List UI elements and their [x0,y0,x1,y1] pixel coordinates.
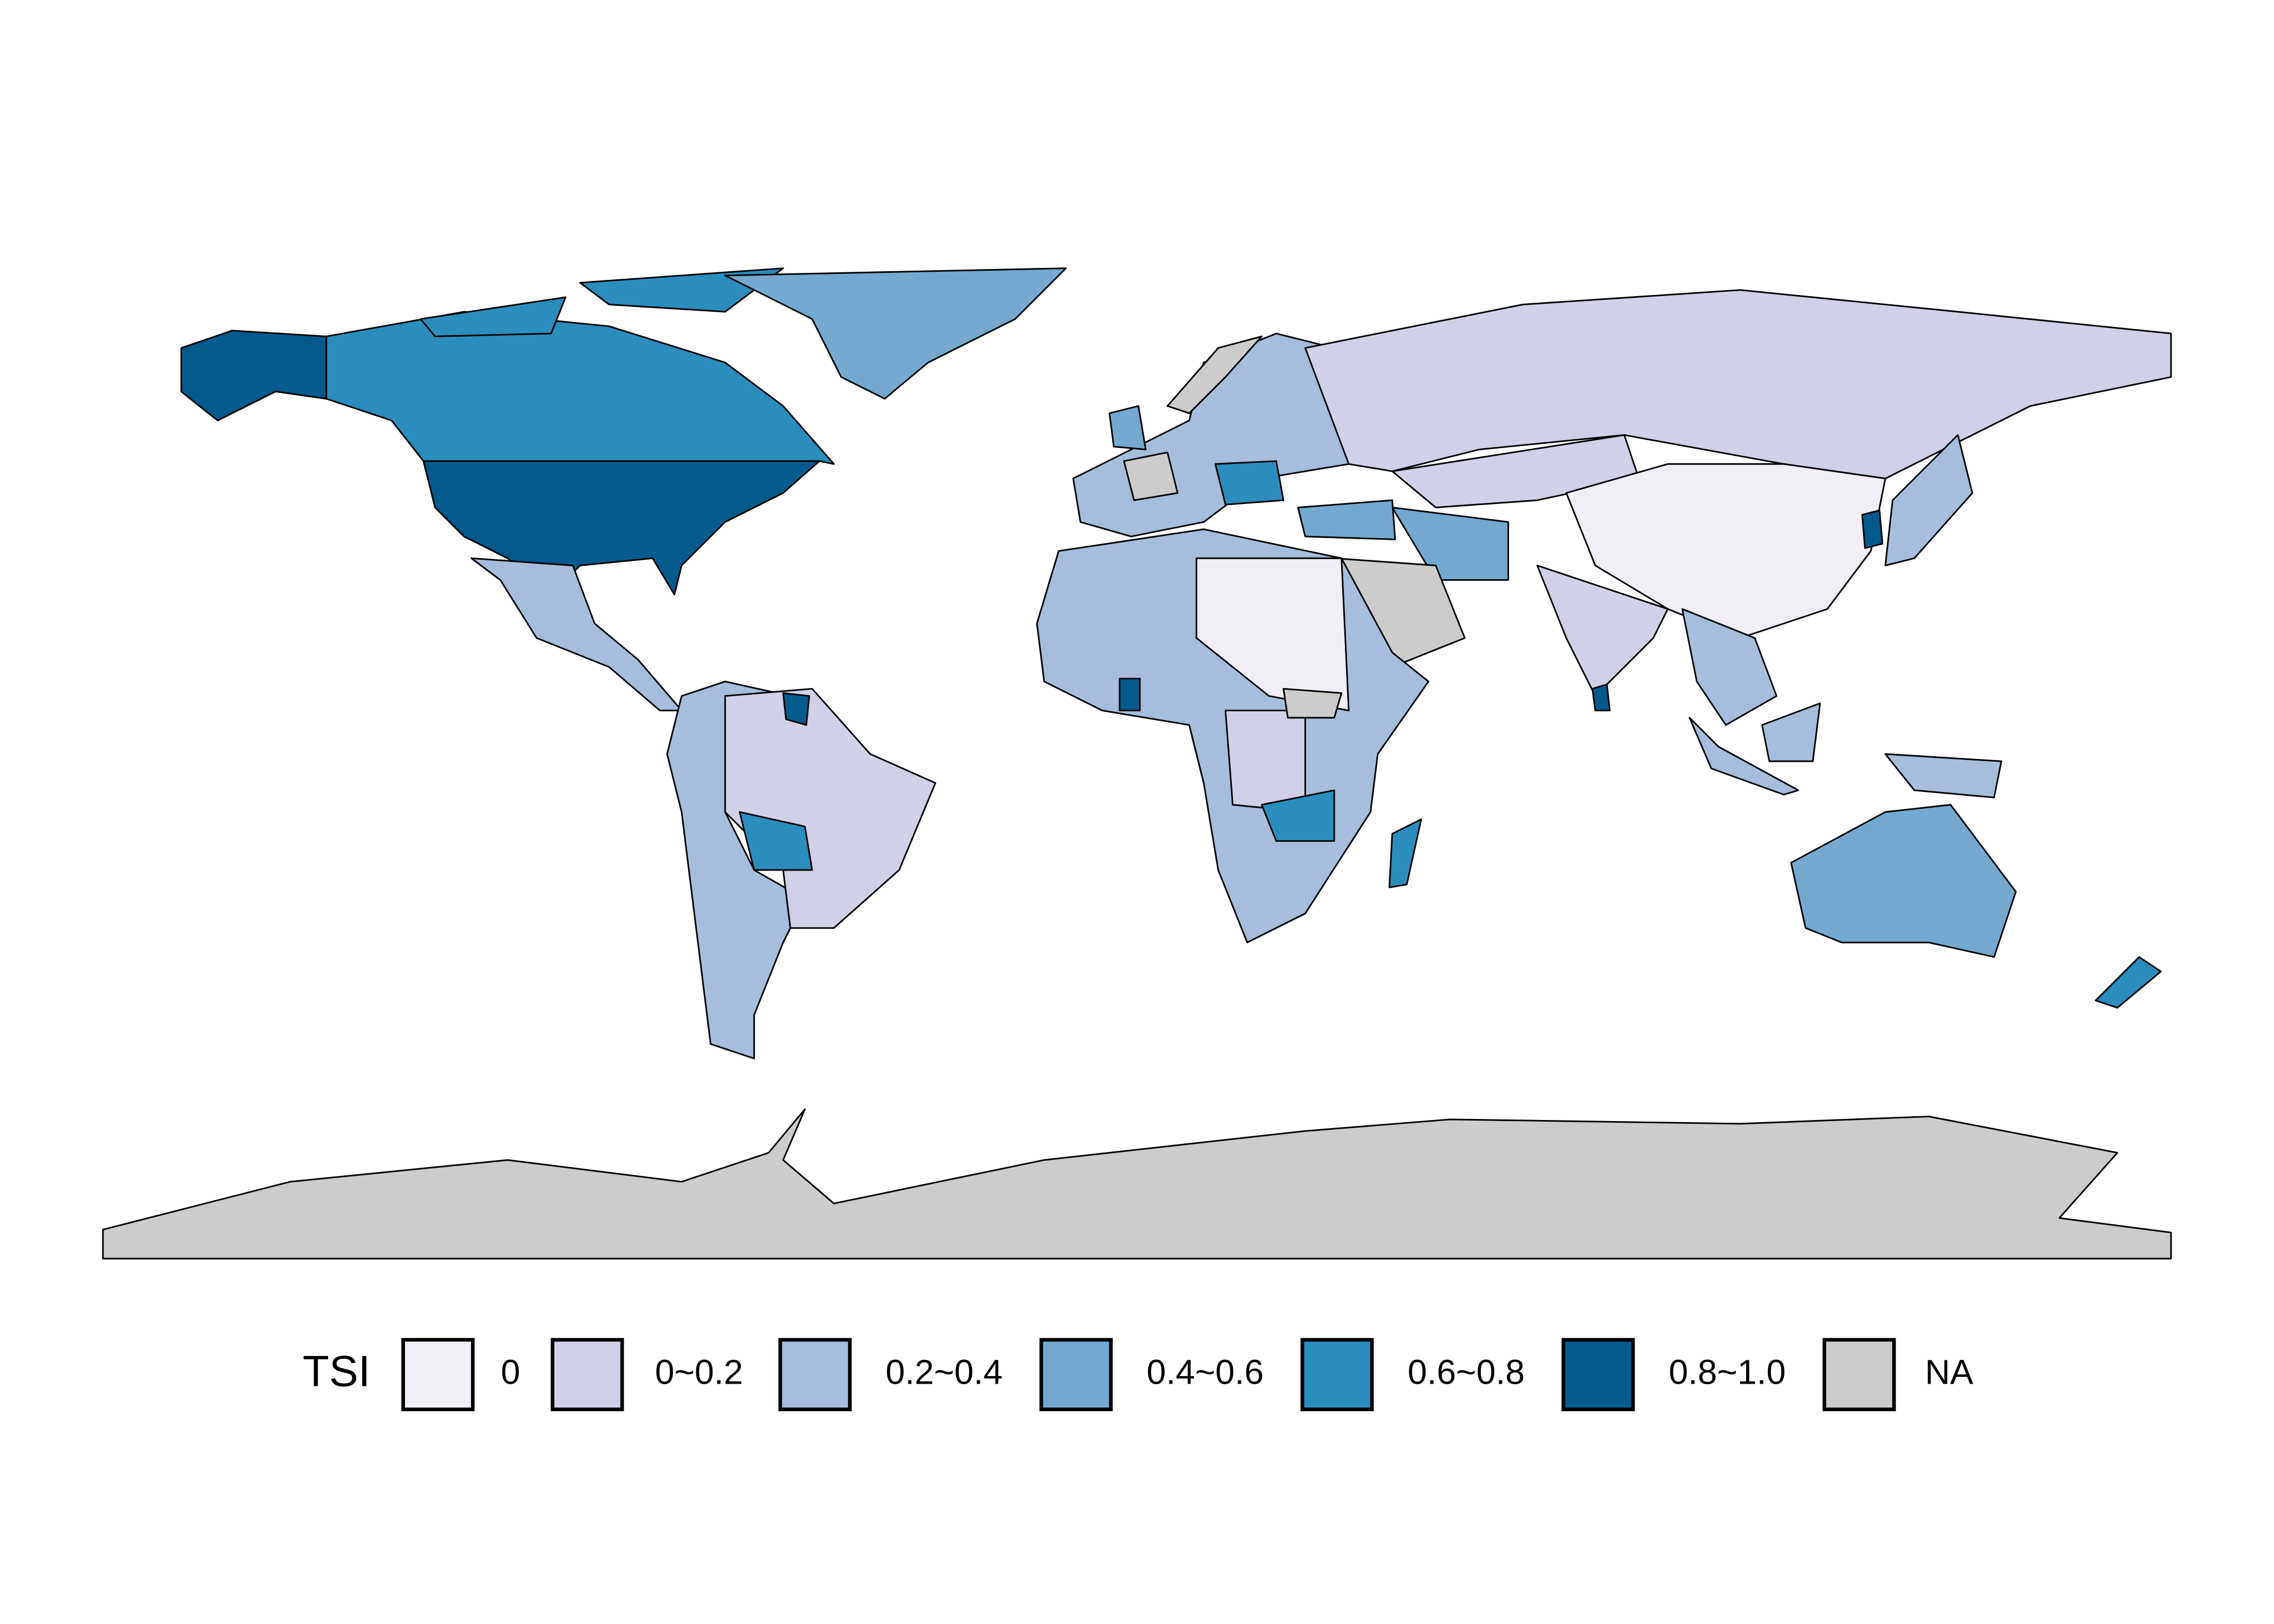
legend-swatch [1561,1338,1635,1411]
region [1224,710,1306,813]
region [471,557,683,711]
region [2095,956,2162,1009]
legend-swatch [401,1338,475,1411]
region [724,267,1067,400]
region [1689,717,1799,796]
region [1260,789,1335,842]
region [1388,818,1422,888]
legend-label: 0 [501,1352,520,1391]
region [1283,687,1343,719]
legend-swatch [551,1338,624,1411]
region [1119,678,1141,711]
region [1108,405,1147,450]
legend-title: TSI [303,1347,370,1396]
region [325,311,835,465]
region [102,1108,2172,1260]
world-map [102,267,2172,1260]
region [1536,565,1669,697]
legend-swatch [778,1338,852,1411]
region [1214,460,1285,506]
region [1861,509,1884,549]
region [1123,451,1179,501]
legend-label: 0.2~0.4 [886,1352,1003,1391]
legend-swatch [1039,1338,1113,1411]
region [1790,804,2017,958]
region [1565,463,1886,639]
region [1297,499,1396,540]
region [1391,507,1510,581]
legend-label: 0.6~0.8 [1408,1352,1525,1391]
legend-label: NA [1925,1352,1973,1391]
region [1884,434,1974,567]
region [1304,289,2172,480]
legend-label: 0.8~1.0 [1669,1352,1786,1391]
region [1166,335,1263,414]
legend-swatch [1301,1338,1374,1411]
region [1681,608,1778,726]
region [1884,753,2002,798]
region [739,811,813,871]
region [782,692,811,726]
region [1761,702,1821,762]
region [1591,683,1611,711]
region [180,330,328,422]
region [420,296,567,337]
legend: TSI 0 0~0.2 0.2~0.4 0.4~0.6 0.6~0.8 0.8~1.0 NA [303,1338,1974,1411]
legend-label: 0.4~0.6 [1147,1352,1264,1391]
legend-swatch [1822,1338,1896,1411]
legend-label: 0~0.2 [655,1352,743,1391]
